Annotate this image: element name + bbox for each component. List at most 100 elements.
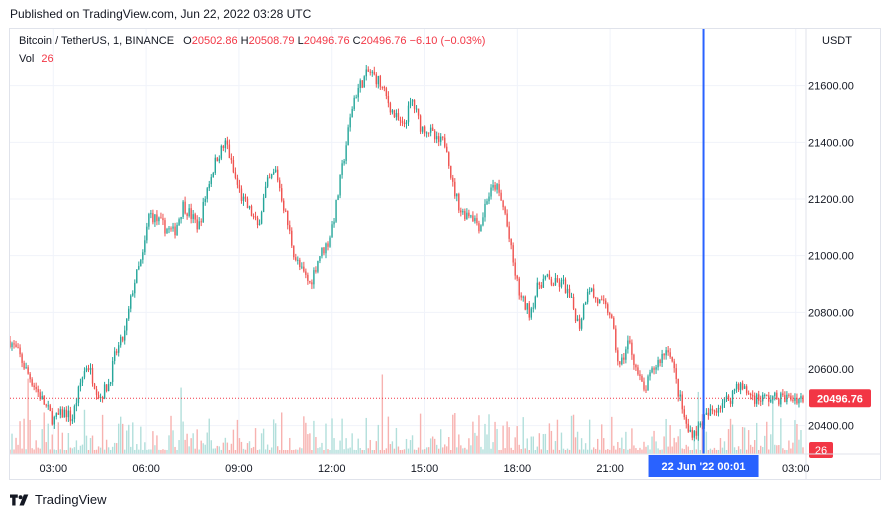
volume-bar bbox=[256, 449, 259, 454]
volume-bar bbox=[506, 421, 508, 454]
volume-bar bbox=[109, 449, 112, 454]
volume-bar bbox=[27, 378, 29, 454]
candle-body bbox=[659, 360, 661, 364]
candle-body bbox=[51, 411, 53, 425]
candle-body bbox=[739, 383, 742, 391]
volume-bar bbox=[164, 449, 166, 454]
volume-bar bbox=[144, 442, 146, 454]
chart-frame[interactable]: 20496.76 26 22 Jun '22 00:01 20400.00 20600… bbox=[9, 28, 881, 480]
volume-bar bbox=[287, 449, 289, 454]
candle-body bbox=[568, 288, 571, 297]
candle-body bbox=[148, 213, 150, 227]
volume-bar bbox=[440, 429, 442, 454]
candle-body bbox=[266, 177, 269, 187]
volume-bar bbox=[91, 435, 94, 454]
volume-bar bbox=[508, 427, 510, 454]
price-chart[interactable]: 20496.76 26 22 Jun '22 00:01 20400.00 20600… bbox=[10, 29, 880, 479]
volume-bar bbox=[311, 449, 313, 454]
candle-body bbox=[442, 136, 444, 138]
volume-bar bbox=[544, 433, 547, 454]
volume-bar bbox=[558, 449, 561, 454]
candle-body bbox=[713, 410, 716, 412]
candle-body bbox=[621, 357, 623, 365]
volume-bar bbox=[786, 449, 788, 454]
candle-body bbox=[164, 220, 166, 234]
candle-body bbox=[25, 367, 27, 369]
volume-bar bbox=[766, 421, 768, 454]
x-tick-label: 21:00 bbox=[596, 463, 624, 475]
volume-bar bbox=[29, 419, 31, 454]
candle-body bbox=[236, 177, 239, 185]
candle-body bbox=[218, 158, 221, 162]
low-value: 20496.76 bbox=[303, 35, 350, 47]
volume-bar bbox=[484, 423, 486, 454]
candle-body bbox=[144, 240, 146, 253]
volume-bar bbox=[747, 430, 750, 454]
candle-body bbox=[755, 394, 758, 404]
volume-bar bbox=[526, 438, 528, 454]
volume-bar bbox=[673, 437, 675, 454]
candle-body bbox=[689, 429, 691, 432]
volume-bar bbox=[297, 449, 299, 454]
candle-body bbox=[454, 181, 456, 197]
last-volume-label: 26 bbox=[815, 445, 827, 457]
candle-body bbox=[534, 296, 537, 308]
candle-body bbox=[528, 303, 530, 318]
candle-body bbox=[287, 211, 289, 226]
y-tick-label: 20600.00 bbox=[808, 364, 854, 376]
volume-bar bbox=[586, 449, 589, 454]
volume-bar bbox=[262, 428, 265, 454]
volume-bar bbox=[427, 447, 430, 454]
volume-bar bbox=[564, 449, 567, 454]
candle-body bbox=[81, 377, 84, 383]
candle-body bbox=[111, 361, 114, 382]
candle-body bbox=[377, 75, 380, 85]
candle-body bbox=[601, 299, 603, 301]
volume-bar bbox=[768, 449, 770, 454]
volume-bar bbox=[379, 449, 382, 454]
volume-bar bbox=[361, 449, 363, 454]
volume-bar bbox=[603, 438, 605, 454]
candle-body bbox=[359, 80, 361, 88]
candle-body bbox=[331, 224, 333, 238]
volume-bar bbox=[401, 449, 404, 454]
volume-bar bbox=[323, 449, 325, 454]
footer-brand[interactable]: TradingView bbox=[10, 492, 107, 507]
candle-body bbox=[429, 127, 432, 133]
candle-body bbox=[268, 177, 271, 179]
y-tick-label: 21000.00 bbox=[808, 251, 854, 263]
volume-bar bbox=[59, 449, 62, 454]
candle-body bbox=[325, 243, 327, 254]
volume-bar bbox=[152, 431, 154, 454]
candle-body bbox=[97, 394, 100, 398]
volume-bar bbox=[204, 444, 206, 454]
candle-body bbox=[59, 409, 62, 415]
candle-body bbox=[393, 110, 396, 118]
candle-body bbox=[357, 87, 359, 98]
candle-body bbox=[10, 340, 11, 348]
candle-body bbox=[733, 388, 736, 392]
candle-body bbox=[482, 217, 484, 226]
volume-bar bbox=[794, 420, 796, 454]
candle-body bbox=[522, 296, 524, 298]
candle-body bbox=[317, 261, 319, 272]
volume-bar bbox=[148, 449, 150, 454]
volume-bar bbox=[266, 444, 269, 454]
volume-bar bbox=[373, 449, 375, 454]
volume-bar bbox=[10, 449, 11, 454]
volume-bar bbox=[435, 444, 438, 454]
volume-bar bbox=[683, 449, 685, 454]
candle-body bbox=[33, 385, 35, 388]
volume-bar bbox=[534, 449, 537, 454]
volume-bar bbox=[611, 416, 613, 454]
candle-body bbox=[248, 206, 251, 209]
candle-body bbox=[122, 336, 124, 341]
candle-body bbox=[596, 298, 599, 304]
volume-bar bbox=[536, 446, 539, 454]
volume-bar bbox=[397, 446, 400, 454]
volume-bar bbox=[619, 447, 621, 454]
volume-bar bbox=[196, 429, 198, 454]
candle-body bbox=[272, 172, 275, 175]
candle-body bbox=[138, 266, 140, 270]
volume-bar bbox=[375, 441, 378, 454]
